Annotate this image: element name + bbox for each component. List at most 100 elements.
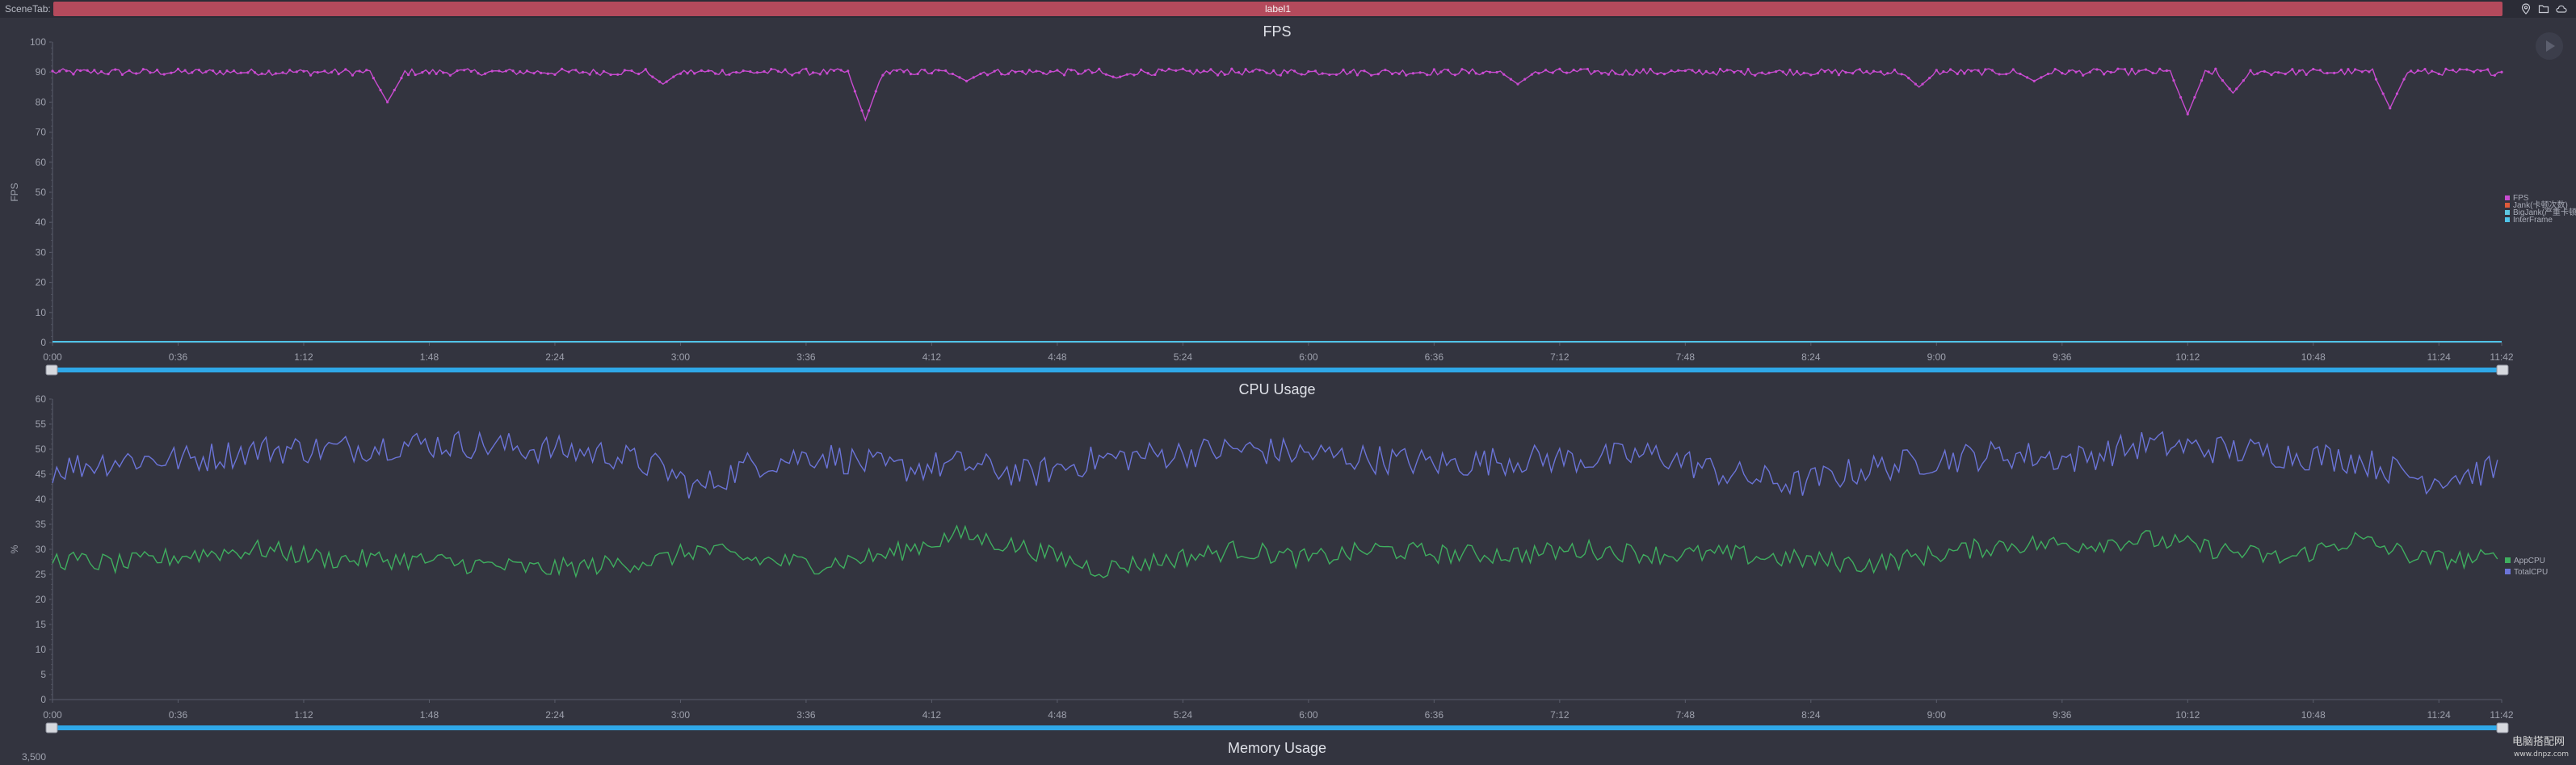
fps-point [2360,70,2364,74]
fps-point [2088,70,2091,74]
slider-handle-right[interactable] [2496,722,2509,733]
fps-point [1119,75,1122,78]
fps-point [714,72,717,75]
slider-handle-left[interactable] [45,364,58,376]
fps-point [490,69,494,73]
fps-point [644,68,647,71]
fps-point [818,73,822,76]
fps-point [120,73,124,76]
fps-point [197,68,201,72]
y-tick-label: 30 [36,544,47,555]
fps-point [958,76,961,79]
fps-point [477,72,480,75]
fps-point [1175,69,1178,72]
x-tick-label: 4:12 [922,709,942,721]
fps-point [2221,79,2225,82]
folder-icon[interactable] [2538,3,2549,15]
fps-point [588,73,591,76]
fps-point [2193,95,2196,99]
fps-point [1516,82,1519,86]
fps-point [2158,67,2162,70]
fps-point [791,74,794,77]
fps-point [1056,69,1059,72]
x-tick-label: 7:12 [1550,351,1570,363]
fps-point [811,71,815,74]
y-tick-label: 40 [36,494,47,505]
fps-point [944,69,948,73]
fps-point [1502,73,1506,76]
fps-point [1146,72,1149,75]
fps-point [930,72,934,75]
fps-point [2144,68,2148,71]
x-tick-label: 1:12 [294,351,313,363]
fps-point [1977,69,1980,72]
fps-point [155,68,159,72]
legend-item-3: InterFrame [2513,216,2553,225]
fps-point [1104,73,1107,76]
fps-point [2082,74,2085,77]
fps-point [532,72,536,75]
fps-point [1677,69,1680,72]
fps-point [2318,69,2322,72]
fps-point [755,71,759,74]
fps-point [1704,69,1708,73]
fps-point [1641,68,1645,71]
fps-point [749,69,752,74]
x-tick-label: 4:48 [1048,351,1067,363]
fps-point [1202,69,1205,73]
fps-point [1537,72,1540,75]
slider-handle-right[interactable] [2496,364,2509,376]
slider-handle-left[interactable] [45,722,58,733]
fps-point [1090,71,1094,74]
fps-series-line [52,67,2502,122]
fps-point [149,71,152,74]
fps-point [1384,68,1387,72]
fps-point [2458,68,2461,71]
fps-point [1342,68,1345,71]
fps-point [504,69,508,73]
fps-point [204,70,208,74]
legend-swatch [2505,195,2510,200]
x-tick-label: 8:24 [1801,709,1821,721]
x-tick-label: 9:00 [1927,709,1947,721]
fps-point [421,70,424,74]
location-icon[interactable] [2520,3,2532,15]
fps-point [1321,72,1324,75]
fps-point [456,69,459,73]
fps-point [1021,70,1024,74]
chart-title-memory: Memory Usage [1228,740,1326,756]
x-tick-label: 1:48 [420,351,439,363]
fps-point [1313,69,1317,73]
fps-point [1935,69,1938,72]
fps-point [972,76,975,79]
play-button[interactable] [2536,32,2563,60]
legend-item-0: FPS [2513,194,2529,203]
fps-point [1083,69,1087,73]
fps-point [2005,73,2008,76]
scene-label-tab[interactable]: label1 [53,2,2502,16]
fps-point [176,67,180,70]
fps-point [1572,68,1575,72]
totalcpu-series-line [52,431,2498,499]
fps-point [2137,69,2141,73]
x-tick-label: 3:36 [796,709,816,721]
fps-point [1048,69,1052,74]
fps-point [1816,72,1820,75]
fps-point [1942,70,1945,74]
fps-point [1809,74,1813,77]
fps-point [721,69,724,72]
fps-point [2130,67,2133,71]
fps-point [1014,70,1017,74]
cloud-icon[interactable] [2556,3,2567,15]
fps-point [2214,67,2217,70]
chart-title-0: FPS [1263,23,1291,40]
fps-point [909,73,913,76]
fps-point [2479,69,2482,73]
fps-point [888,72,892,75]
fps-point [519,70,522,74]
fps-point [679,72,683,75]
fps-point [923,69,927,72]
fps-point [442,71,445,74]
x-tick-label: 1:48 [420,709,439,721]
